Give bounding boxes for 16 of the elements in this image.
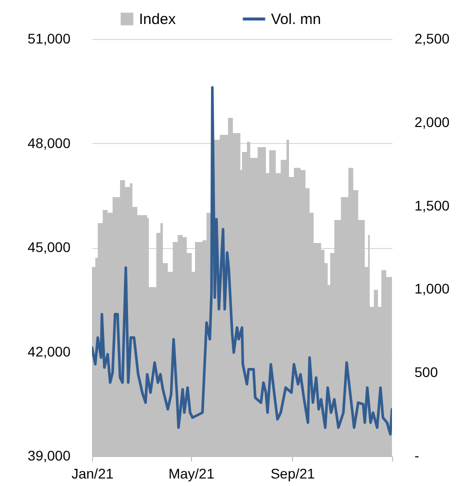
- y2-tick-label: 1,500: [414, 197, 450, 214]
- y2-tick-label: -: [414, 448, 420, 464]
- y2-tick-label: 500: [414, 364, 438, 380]
- y2-tick-label: 2,000: [414, 114, 450, 130]
- y2-tick-label: 1,000: [414, 280, 450, 297]
- y-tick-label: 39,000: [28, 448, 71, 464]
- y2-tick-label: 2,500: [414, 30, 450, 46]
- x-tick-label: Jan/21: [71, 466, 114, 482]
- legend-label: Vol. mn: [271, 11, 322, 28]
- legend-label: Index: [139, 11, 176, 28]
- y-tick-label: 45,000: [28, 239, 71, 255]
- x-tick-label: Sep/21: [270, 466, 316, 482]
- y-tick-label: 48,000: [28, 134, 71, 151]
- y-tick-label: 42,000: [28, 343, 71, 360]
- x-tick-label: May/21: [168, 466, 215, 482]
- y-tick-label: 51,000: [28, 30, 71, 46]
